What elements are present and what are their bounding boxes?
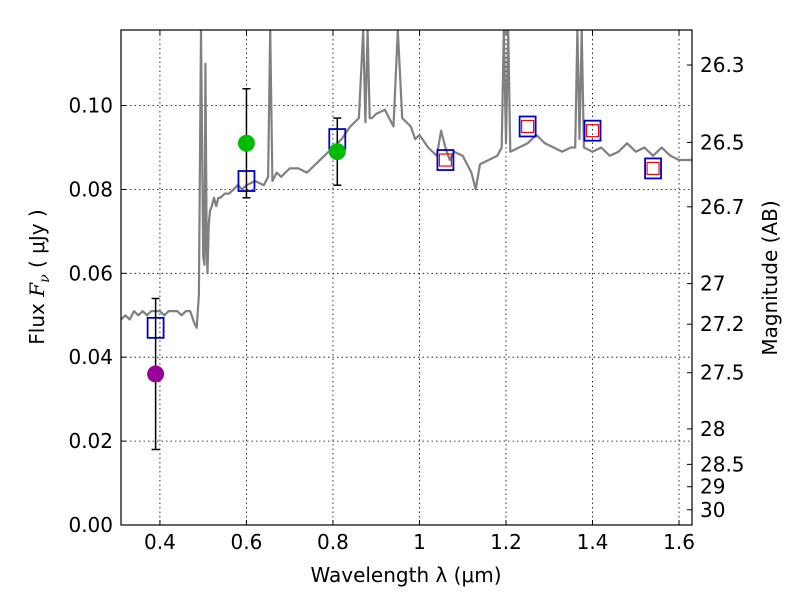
x-tick-label: 0.6 xyxy=(231,530,263,554)
y-axis-label-suffix: ( μJy ) xyxy=(25,209,49,274)
observed-flux-marker xyxy=(585,124,600,138)
plot-frame xyxy=(120,29,693,526)
y-axis-label-symbol: F xyxy=(25,282,49,298)
y2-axis-label: Magnitude (AB) xyxy=(758,200,782,355)
y-tick-label: 0.02 xyxy=(68,429,113,453)
model-flux-marker xyxy=(518,115,537,138)
y2-tick-label: 26.7 xyxy=(700,195,745,219)
observed-flux-point xyxy=(147,365,165,383)
y-tick-label: 0.06 xyxy=(68,261,113,285)
y2-tick-label: 28 xyxy=(700,417,725,441)
model-flux-marker xyxy=(583,119,602,142)
y2-tick-label: 29 xyxy=(700,475,725,499)
observed-flux-marker xyxy=(521,119,535,134)
observed-flux-marker xyxy=(438,153,453,167)
y2-tick-label: 27.5 xyxy=(700,361,745,385)
y2-tick-label: 26.5 xyxy=(700,130,745,154)
y2-tick-label: 27.2 xyxy=(700,312,745,336)
grid xyxy=(121,30,692,525)
observed-flux-point xyxy=(328,143,346,161)
y2-tick-label: 30 xyxy=(700,498,725,522)
y-axis-label: Flux Fν ( μJy ) xyxy=(25,209,53,344)
photometry-layer xyxy=(146,87,662,451)
x-tick-label: 1.2 xyxy=(490,530,522,554)
y-tick-label: 0.00 xyxy=(68,513,113,537)
observed-flux-marker xyxy=(646,161,660,176)
model-flux-marker xyxy=(644,157,662,180)
x-tick-label: 0.8 xyxy=(317,530,349,554)
x-tick-label: 1 xyxy=(413,530,426,554)
y2-tick-label: 26.3 xyxy=(700,53,745,77)
y-tick-label: 0.10 xyxy=(68,94,113,118)
model-flux-marker xyxy=(436,149,455,171)
template-spectrum-layer xyxy=(121,30,692,329)
y-axis-label-prefix: Flux xyxy=(25,297,49,345)
template-spectrum-line xyxy=(121,30,692,329)
y-tick-label: 0.04 xyxy=(68,345,113,369)
observed-flux-point xyxy=(237,134,255,152)
x-tick-label: 0.4 xyxy=(144,530,176,554)
y2-tick-label: 28.5 xyxy=(700,452,745,476)
y2-tick-label: 27 xyxy=(700,272,725,296)
x-tick-label: 1.6 xyxy=(663,530,695,554)
y-tick-label: 0.08 xyxy=(68,177,113,201)
y-axis-label-subscript: ν xyxy=(37,274,53,283)
x-axis-label: Wavelength λ (μm) xyxy=(310,563,501,587)
axis-ticks: 0.4 0.6 0.8 1 1.2 1.4 1.6 0.00 0.02 0.04 0.06 0.08 0… xyxy=(68,30,745,554)
x-tick-label: 1.4 xyxy=(577,530,609,554)
